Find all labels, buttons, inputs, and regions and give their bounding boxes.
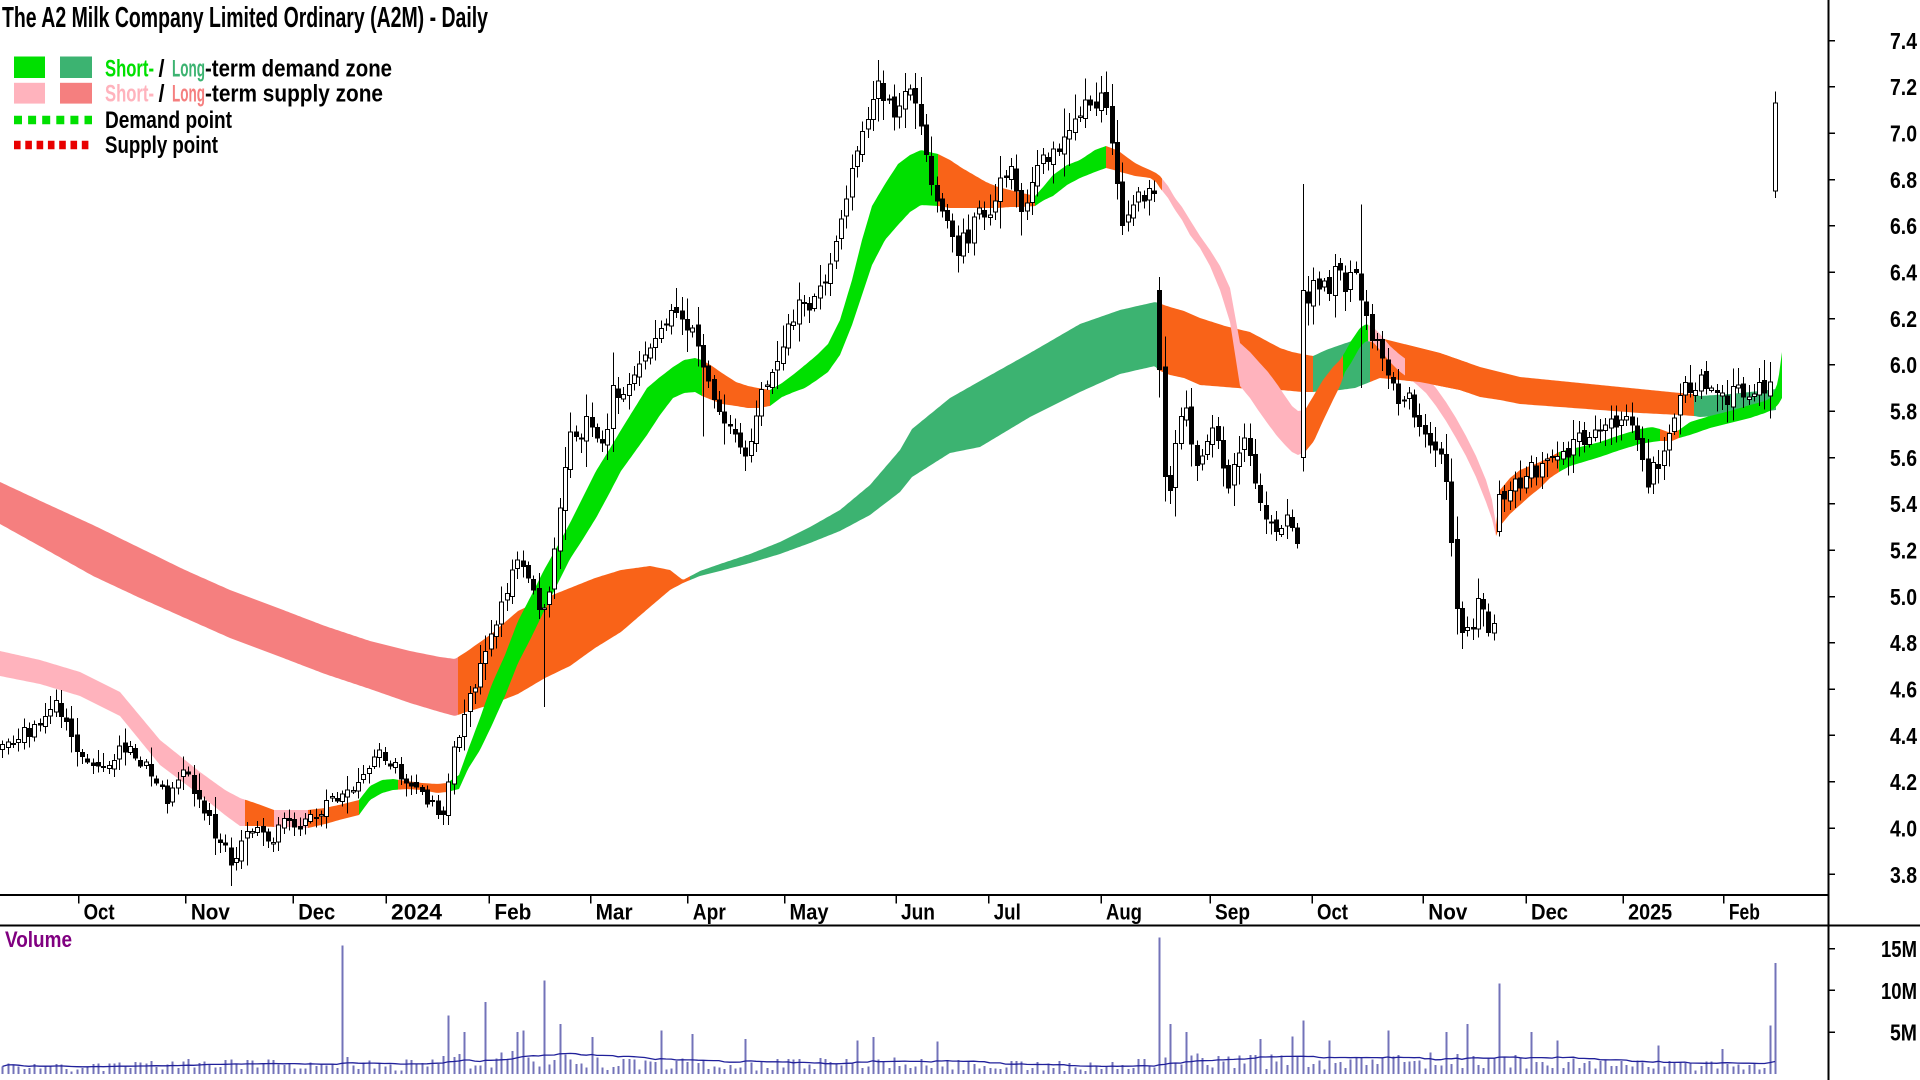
svg-text:4.2: 4.2 [1890,769,1917,795]
svg-text:5.6: 5.6 [1890,445,1917,471]
svg-text:Short-: Short- [105,55,154,82]
svg-text:Short-: Short- [105,81,154,108]
svg-text:Oct: Oct [84,900,116,925]
svg-text:Nov: Nov [1428,900,1468,925]
svg-text:6.2: 6.2 [1890,306,1917,332]
svg-text:Feb: Feb [1729,900,1760,925]
svg-text:Demand point: Demand point [105,107,232,134]
svg-text:Mar: Mar [596,900,633,925]
svg-text:5.2: 5.2 [1890,538,1917,564]
svg-text:Nov: Nov [191,900,231,925]
svg-text:2024: 2024 [391,900,443,925]
svg-text:May: May [790,900,830,925]
svg-text:5.0: 5.0 [1890,584,1917,610]
svg-text:Jun: Jun [901,900,935,925]
svg-text:Oct: Oct [1317,900,1349,925]
svg-text:4.4: 4.4 [1890,723,1917,749]
svg-text:Supply point: Supply point [105,132,218,159]
svg-text:Sep: Sep [1215,900,1250,925]
svg-text:Volume: Volume [5,927,72,952]
svg-text:Dec: Dec [298,900,335,925]
svg-text:7.2: 7.2 [1890,74,1917,100]
svg-text:Apr: Apr [693,900,726,925]
svg-text:7.4: 7.4 [1890,28,1917,54]
svg-text:4.0: 4.0 [1890,816,1917,842]
svg-text:6.0: 6.0 [1890,352,1917,378]
svg-text:3.8: 3.8 [1890,862,1917,888]
svg-text:5.8: 5.8 [1890,399,1917,425]
svg-text:2025: 2025 [1628,900,1672,925]
svg-text:-term supply zone: -term supply zone [205,81,383,108]
svg-text:15M: 15M [1881,936,1917,962]
svg-text:5M: 5M [1890,1020,1917,1046]
svg-text:6.8: 6.8 [1890,167,1917,193]
svg-text:6.4: 6.4 [1890,260,1917,286]
svg-text:Aug: Aug [1106,900,1142,925]
svg-text:-term demand zone: -term demand zone [205,55,392,82]
svg-text:Feb: Feb [494,900,531,925]
svg-text:10M: 10M [1881,978,1917,1004]
svg-text:Jul: Jul [994,900,1021,925]
svg-text:/: / [159,55,165,82]
svg-text:Long: Long [172,81,205,108]
svg-text:7.0: 7.0 [1890,121,1917,147]
svg-text:4.6: 4.6 [1890,677,1917,703]
svg-text:4.8: 4.8 [1890,630,1917,656]
svg-text:/: / [159,81,165,108]
svg-text:The A2 Milk Company Limited Or: The A2 Milk Company Limited Ordinary (A2… [2,2,488,34]
svg-text:6.6: 6.6 [1890,213,1917,239]
svg-text:5.4: 5.4 [1890,491,1917,517]
svg-text:Dec: Dec [1531,900,1568,925]
svg-text:Long: Long [172,55,205,82]
